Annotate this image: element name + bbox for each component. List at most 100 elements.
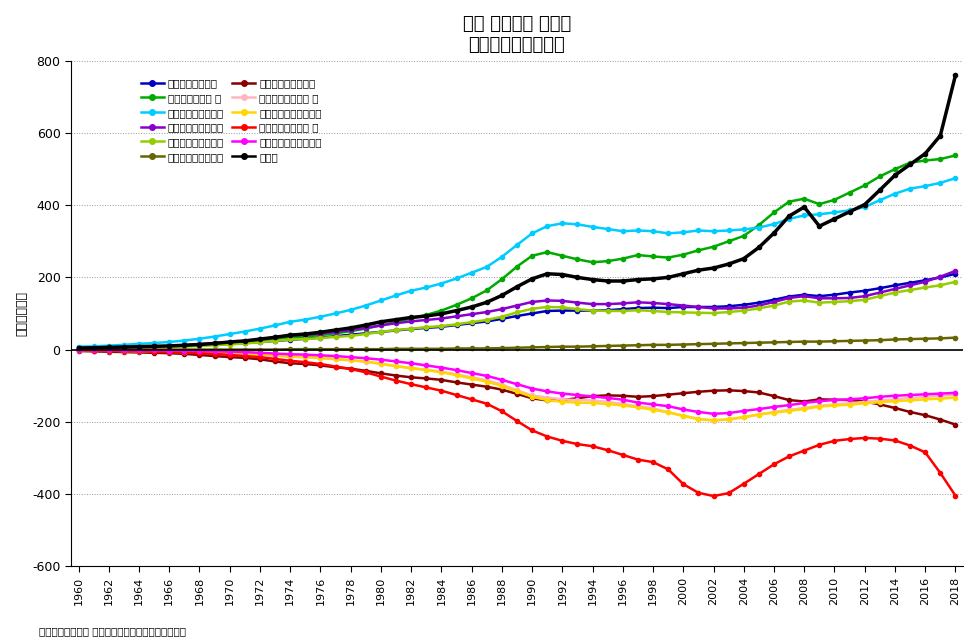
資産：現金・預金 [103,344,114,351]
負債：その他流動負債 [949,394,960,401]
負債：その他流動負債 [208,349,220,357]
資産：手形・売掛金 [949,267,960,275]
負債：その他固定負債 [949,389,960,397]
負債：その他固定負債 [163,347,175,355]
Line: 負債：その他流動負債: 負債：その他流動負債 [76,348,956,422]
負債：その他流動負債 [299,353,311,360]
負債：短期借入金 他 [103,347,114,355]
Line: 資産：在庫・その他: 資産：在庫・その他 [76,280,956,351]
資産：有価証券 他 [949,151,960,159]
資産：手形・売掛金 [103,344,114,351]
純資産 [163,342,175,350]
Line: 負債：長期借入金 他: 負債：長期借入金 他 [76,348,956,498]
資産：有形固定資産 [103,342,114,350]
純資産 [707,264,719,272]
負債：短期借入金 他 [707,417,719,424]
資産：無形固定資産 [103,346,114,353]
資産：現金・預金 [707,303,719,311]
負債：その他流動負債 [103,347,114,355]
資産：有価証券 他 [208,341,220,348]
資産：有価証券 他 [103,344,114,352]
負債：手形・買掛金 [707,387,719,394]
負債：手形・買掛金 [208,352,220,360]
Y-axis label: 金額［兆円］: 金額［兆円］ [15,291,28,336]
負債：手形・買掛金 [949,420,960,428]
負債：その他流動負債 [163,348,175,355]
資産：無形固定資産 [163,346,175,353]
負債：長期借入金 他 [949,492,960,500]
負債：その他流動負債 [72,346,84,354]
Text: 法人企業統計調査 金融業、保険業以外の業種の数値: 法人企業統計調査 金融業、保険業以外の業種の数値 [39,626,186,636]
負債：その他固定負債 [208,348,220,355]
負債：短期借入金 他 [299,353,311,361]
純資産 [299,330,311,338]
資産：有価証券 他 [72,345,84,353]
負債：手形・買掛金 [299,360,311,368]
Line: 負債：手形・買掛金: 負債：手形・買掛金 [76,349,956,427]
負債：短期借入金 他 [949,391,960,399]
Line: 負債：その他固定負債: 負債：その他固定負債 [76,348,956,416]
負債：長期借入金 他 [722,489,734,497]
負債：短期借入金 他 [163,348,175,355]
負債：その他固定負債 [103,346,114,354]
資産：無形固定資産 [526,344,537,351]
資産：在庫・その他 [72,345,84,353]
負債：手形・買掛金 [72,347,84,355]
負債：その他固定負債 [722,409,734,417]
負債：長期借入金 他 [707,492,719,500]
資産：手形・売掛金 [526,298,537,306]
負債：その他流動負債 [707,417,719,424]
資産：在庫・その他 [163,343,175,351]
純資産 [949,72,960,79]
資産：在庫・その他 [208,341,220,349]
負債：手形・買掛金 [103,348,114,355]
資産：手形・売掛金 [208,339,220,347]
純資産 [72,344,84,352]
負債：短期借入金 他 [526,392,537,399]
Line: 資産：有形固定資産: 資産：有形固定資産 [76,176,956,349]
純資産 [526,275,537,282]
資産：現金・預金 [949,270,960,277]
資産：無形固定資産 [949,334,960,341]
資産：手形・売掛金 [707,305,719,312]
資産：手形・売掛金 [72,344,84,352]
負債：手形・買掛金 [163,350,175,357]
資産：在庫・その他 [103,344,114,352]
資産：有形固定資産 [208,333,220,341]
資産：現金・預金 [208,341,220,348]
資産：無形固定資産 [707,340,719,348]
資産：有形固定資産 [299,316,311,323]
資産：有形固定資産 [72,343,84,351]
純資産 [208,339,220,347]
資産：現金・預金 [299,335,311,343]
負債：その他固定負債 [72,346,84,354]
負債：その他流動負債 [526,393,537,401]
負債：その他固定負債 [526,385,537,392]
Line: 資産：現金・預金: 資産：現金・預金 [76,272,956,350]
資産：在庫・その他 [526,305,537,312]
資産：手形・売掛金 [163,342,175,350]
負債：短期借入金 他 [72,346,84,354]
負債：短期借入金 他 [208,350,220,357]
Line: 資産：無形固定資産: 資産：無形固定資産 [76,335,956,351]
資産：有形固定資産 [707,227,719,235]
資産：在庫・その他 [299,335,311,343]
Line: 純資産: 純資産 [76,73,956,350]
資産：有形固定資産 [949,174,960,182]
資産：有形固定資産 [163,338,175,346]
資産：無形固定資産 [299,345,311,353]
資産：現金・預金 [526,310,537,318]
Line: 負債：短期借入金 他: 負債：短期借入金 他 [76,348,956,423]
Title: 日本 法人企業 全規模
資産・負債・純資産: 日本 法人企業 全規模 資産・負債・純資産 [462,15,571,54]
資産：有形固定資産 [526,229,537,237]
負債：その他流動負債 [722,415,734,423]
資産：手形・売掛金 [299,331,311,339]
負債：長期借入金 他 [72,346,84,354]
資産：在庫・その他 [707,309,719,317]
負債：長期借入金 他 [208,350,220,358]
負債：長期借入金 他 [103,347,114,355]
負債：長期借入金 他 [526,427,537,435]
負債：手形・買掛金 [526,394,537,402]
資産：現金・預金 [72,344,84,351]
負債：長期借入金 他 [299,358,311,366]
